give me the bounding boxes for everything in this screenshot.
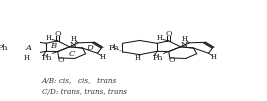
Text: H: H	[70, 35, 76, 43]
Text: H: H	[181, 35, 187, 43]
Text: N: N	[69, 41, 76, 49]
Text: Ph: Ph	[0, 44, 8, 52]
Text: Ph: Ph	[42, 54, 52, 62]
Text: O: O	[58, 56, 64, 64]
Text: H: H	[156, 34, 163, 42]
Text: H: H	[45, 34, 52, 42]
Text: Ph: Ph	[108, 44, 119, 52]
Text: O: O	[169, 56, 175, 64]
Text: A: A	[26, 44, 32, 52]
Text: N: N	[180, 41, 187, 49]
Text: H: H	[211, 53, 217, 60]
Text: D: D	[87, 44, 93, 52]
Text: Ph: Ph	[153, 54, 163, 62]
Text: O: O	[165, 30, 172, 38]
Text: C: C	[68, 50, 75, 58]
Text: B: B	[50, 42, 56, 50]
Text: A/B: cis,   cis,   trans
C/D: trans, trans, trans: A/B: cis, cis, trans C/D: trans, trans, …	[42, 77, 127, 96]
Text: H: H	[24, 54, 30, 62]
Text: H: H	[135, 54, 141, 62]
Text: O: O	[54, 30, 61, 38]
Text: H: H	[100, 53, 106, 60]
